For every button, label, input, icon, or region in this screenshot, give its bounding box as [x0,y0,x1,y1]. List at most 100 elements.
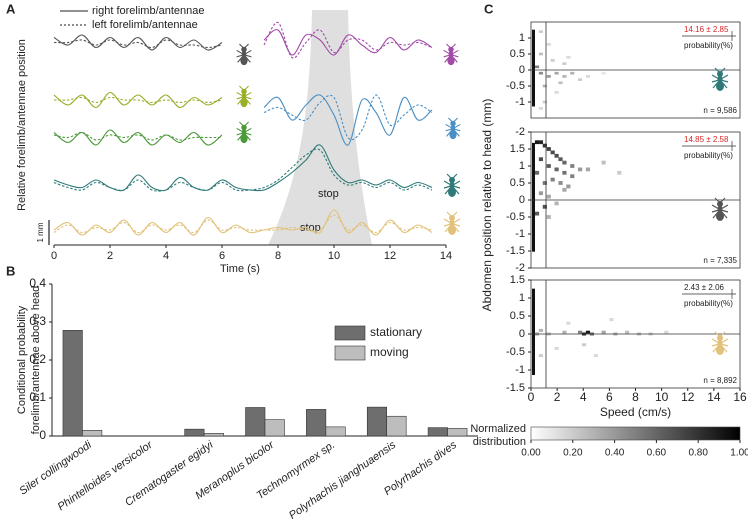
y-tick-label: 0.5 [510,310,525,322]
trace [53,34,223,51]
y-tick-label: 0.5 [510,177,525,189]
trace [263,21,433,59]
heatmap-cell [581,343,587,347]
y-tick-label: 1 [519,160,525,172]
annotation: stop [318,188,339,200]
heatmap-cell [550,59,555,62]
y-tick-label: -0.5 [506,346,525,358]
heatmap-cell [558,81,563,85]
stop-region [268,10,372,245]
heatmap-cell [546,215,551,219]
y-tick-label: -2 [515,126,525,138]
bar [325,426,346,437]
y-tick-label: 0.4 [29,276,46,290]
y-tick-label: 0.2 [29,352,46,366]
y-tick-label: 1 [519,292,525,304]
heatmap-cell [542,100,547,104]
heatmap-cell [562,330,567,334]
x-tick-label: Polyrhachis jianghuaensis [287,439,398,522]
trace [53,91,223,109]
trace [263,94,433,146]
colorbar-tick-label: 0.40 [605,448,625,459]
y-tick-label: -0.5 [506,80,525,92]
y-axis-label: forelimb/antennae above head [30,286,42,435]
heatmap-cell [562,75,567,78]
y-tick-label: 1.5 [510,274,525,286]
bar [427,427,448,437]
y-tick-label: 0 [519,328,525,340]
heatmap-cell [554,91,559,94]
n-label: n = 7,335 [703,256,737,265]
panel-label: B [6,263,15,278]
ant-icon [443,211,461,236]
heatmap-cell [617,170,622,175]
bar [386,415,407,437]
heatmap-cell [562,170,567,175]
trace [53,96,223,104]
bar [62,330,83,437]
heatmap-cell [578,78,583,81]
heatmap-cell [542,143,547,148]
bar [82,429,103,437]
heatmap-cell [550,150,555,155]
panel-label: C [484,1,494,16]
y-tick-label: 1.5 [510,143,525,155]
x-tick-label: 6 [606,390,613,404]
x-tick-label: 14 [707,390,721,404]
heatmap-cell [538,71,544,75]
heatmap-cell [554,167,559,172]
legend-label: moving [370,345,409,359]
y-axis-label: Relative forelimb/antennae position [16,39,28,211]
x-tick-label: 4 [163,250,169,262]
x-tick-label: 16 [733,390,747,404]
y-tick-label: 0.5 [510,48,525,60]
heatmap-cell [538,52,544,56]
ant-icon [445,117,461,140]
heatmap-cell [534,170,540,175]
trace [263,94,433,141]
heatmap-cell [546,75,551,78]
zero-speed-strip [532,142,535,252]
heatmap-cell [570,164,575,168]
bar [447,428,468,437]
heatmap-cell [546,194,551,199]
heatmap-cell [566,55,571,59]
trace [53,214,433,234]
heatmap-cell [554,71,559,75]
ant-icon [443,43,459,66]
heatmap-cell [554,153,559,158]
x-tick-label: 6 [219,250,225,262]
y-tick-label: 0.3 [29,314,46,328]
y-tick-label: 0 [519,64,525,76]
y-axis-label: Abdomen position relative to head (mm) [480,99,494,312]
heatmap-cell [593,354,598,358]
heatmap-cell [542,204,547,209]
heatmap-cell [534,140,540,145]
y-tick-label: -1 [515,228,525,240]
heatmap-cell [546,164,551,168]
legend-label: right forelimb/antennae [92,5,205,17]
x-tick-label: 14 [440,250,452,262]
heatmap-cell [578,330,583,334]
bar [203,433,224,437]
x-tick-label: 8 [275,250,281,262]
heatmap-cell [538,107,544,110]
colorbar-label: Normalized distribution [470,423,526,448]
trace [53,144,433,192]
heatmap-cell [534,65,540,69]
colorbar-tick-label: 0.20 [563,448,583,459]
heatmap-cell [566,184,571,189]
heatmap-cell [601,330,606,334]
heatmap-cell [538,191,544,196]
bar [366,406,388,437]
heatmap-cell [538,157,544,162]
x-tick-label: 12 [681,390,695,404]
heatmap-cell [625,330,630,334]
bar [245,407,266,437]
heatmap-cell [570,71,575,75]
heatmap-cell [566,321,571,325]
heatmap-cell [534,211,540,216]
n-label: n = 9,586 [703,106,737,115]
x-axis-label: Time (s) [220,263,260,275]
mean-label: 2.43 ± 2.06 [684,283,725,292]
